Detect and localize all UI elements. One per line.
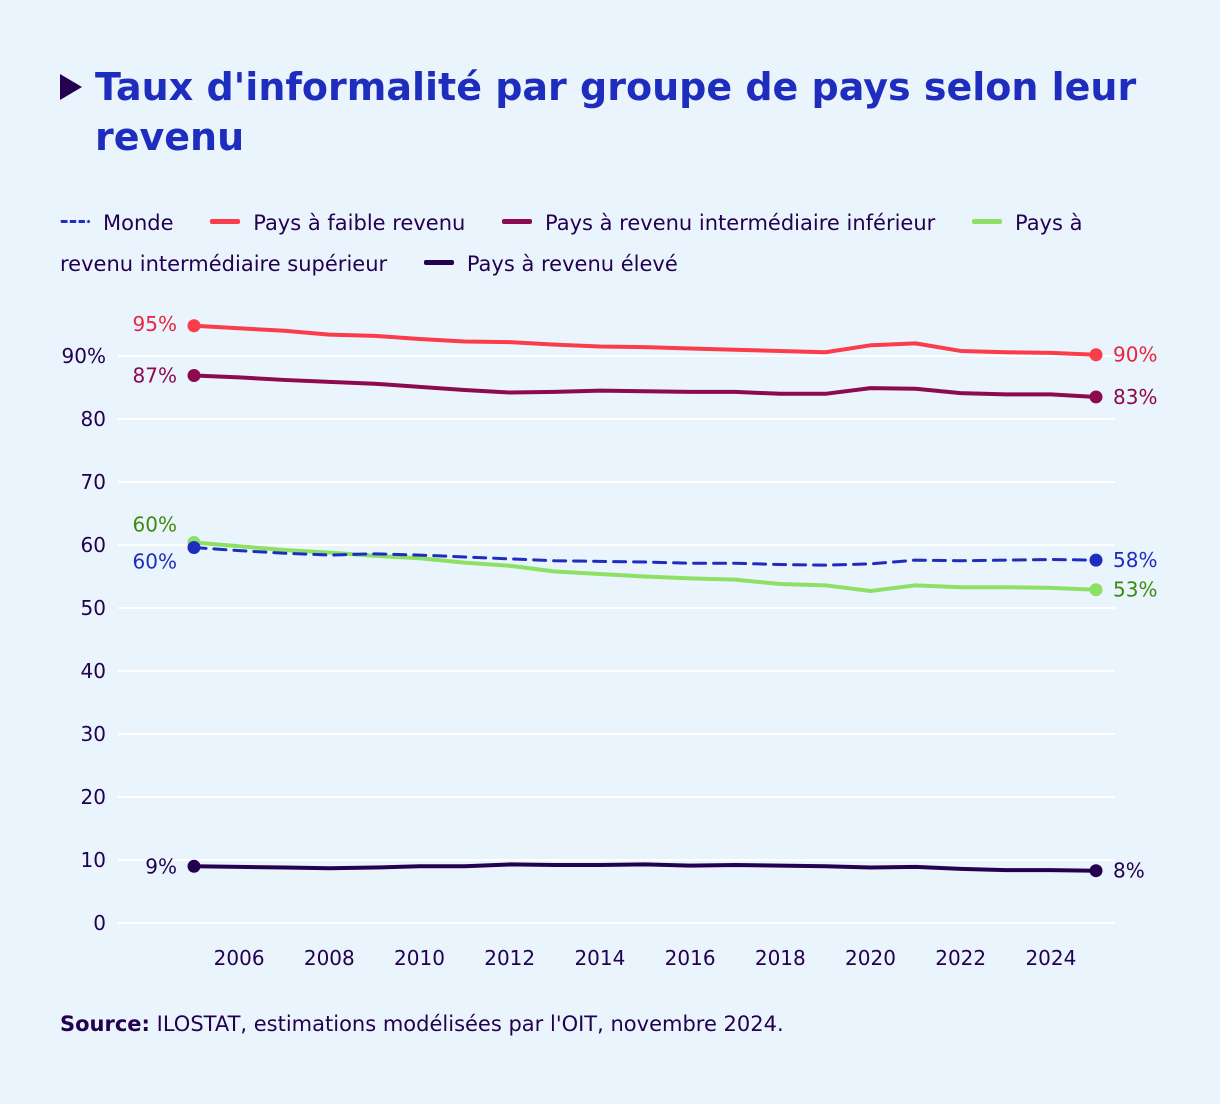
series-start-label: 60% bbox=[133, 550, 177, 574]
legend: Monde Pays à faible revenu Pays à revenu… bbox=[60, 203, 1150, 285]
y-tick-label: 80 bbox=[81, 407, 106, 431]
series-line bbox=[192, 373, 1098, 399]
source-note: Source: ILOSTAT, estimations modélisées … bbox=[60, 1012, 784, 1036]
x-tick-label: 2008 bbox=[304, 946, 355, 970]
legend-label: Pays à revenu intermédiaire inférieur bbox=[545, 211, 936, 235]
x-tick-label: 2010 bbox=[394, 946, 445, 970]
series-start-point bbox=[187, 859, 201, 873]
legend-swatch bbox=[502, 218, 532, 224]
y-tick-label: 70 bbox=[81, 470, 106, 494]
legend-label: Pays à revenu intermédiaire supérieur bbox=[60, 211, 1083, 276]
source-label: Source: bbox=[60, 1012, 150, 1036]
y-tick-label: 10 bbox=[81, 848, 106, 872]
series-end-label: 8% bbox=[1113, 859, 1145, 883]
y-tick-label: 50 bbox=[81, 596, 106, 620]
series-start-label: 60% bbox=[133, 512, 177, 536]
series-start-label: 9% bbox=[145, 854, 177, 878]
series-end-label: 58% bbox=[1113, 548, 1157, 572]
series-start-label: 87% bbox=[133, 364, 177, 388]
y-tick-label: 0 bbox=[93, 911, 106, 935]
series-end-point bbox=[1089, 390, 1103, 404]
x-tick-label: 2018 bbox=[755, 946, 806, 970]
x-tick-label: 2022 bbox=[935, 946, 986, 970]
legend-label: Pays à revenu élevé bbox=[466, 252, 678, 276]
source-text: ILOSTAT, estimations modélisées par l'OI… bbox=[156, 1012, 784, 1036]
y-tick-label: 40 bbox=[81, 659, 106, 683]
series-line bbox=[192, 540, 1098, 593]
title-row: Taux d'informalité par groupe de pays se… bbox=[60, 62, 1160, 162]
series-end-point bbox=[1089, 348, 1103, 362]
x-tick-label: 2014 bbox=[574, 946, 625, 970]
series-line bbox=[192, 862, 1098, 873]
y-tick-label: 20 bbox=[81, 785, 106, 809]
legend-swatch bbox=[60, 219, 90, 223]
series-start-point bbox=[187, 541, 201, 555]
series-end-point bbox=[1089, 553, 1103, 567]
legend-item-superieur: Pays à revenu intermédiaire supérieur bbox=[60, 211, 1082, 276]
series-end-label: 53% bbox=[1113, 578, 1157, 602]
y-tick-label: 60 bbox=[81, 533, 106, 557]
legend-item-eleve: Pays à revenu élevé bbox=[423, 252, 678, 276]
series-end-point bbox=[1089, 864, 1103, 878]
x-tick-label: 2012 bbox=[484, 946, 535, 970]
legend-item-faible: Pays à faible revenu bbox=[210, 211, 465, 235]
line-chart: 0 10 20 30 40 50 60 70 80 90% 2006 2008 2010 2012 2014… bbox=[62, 312, 1158, 970]
series-line bbox=[192, 323, 1098, 357]
x-tick-label: 2024 bbox=[1025, 946, 1076, 970]
series-start-point bbox=[187, 369, 201, 383]
legend-item-monde: Monde bbox=[60, 211, 174, 235]
x-tick-label: 2020 bbox=[845, 946, 896, 970]
legend-swatch bbox=[210, 218, 241, 224]
y-tick-label: 90% bbox=[62, 344, 106, 368]
legend-label: Pays à faible revenu bbox=[253, 211, 466, 235]
legend-label: Monde bbox=[103, 211, 174, 235]
chart-title: Taux d'informalité par groupe de pays se… bbox=[95, 65, 1137, 159]
legend-item-inferieur: Pays à revenu intermédiaire inférieur bbox=[502, 211, 935, 235]
series-start-point bbox=[187, 319, 201, 333]
x-tick-label: 2006 bbox=[214, 946, 265, 970]
y-tick-label: 30 bbox=[81, 722, 106, 746]
series-end-point bbox=[1089, 583, 1103, 597]
series-line bbox=[192, 546, 1098, 567]
play-triangle-icon bbox=[60, 74, 82, 100]
x-tick-label: 2016 bbox=[665, 946, 716, 970]
legend-swatch bbox=[971, 218, 1002, 224]
legend-swatch bbox=[423, 259, 454, 265]
series-end-label: 83% bbox=[1113, 385, 1157, 409]
series-end-label: 90% bbox=[1113, 343, 1157, 367]
series-start-label: 95% bbox=[133, 312, 177, 336]
